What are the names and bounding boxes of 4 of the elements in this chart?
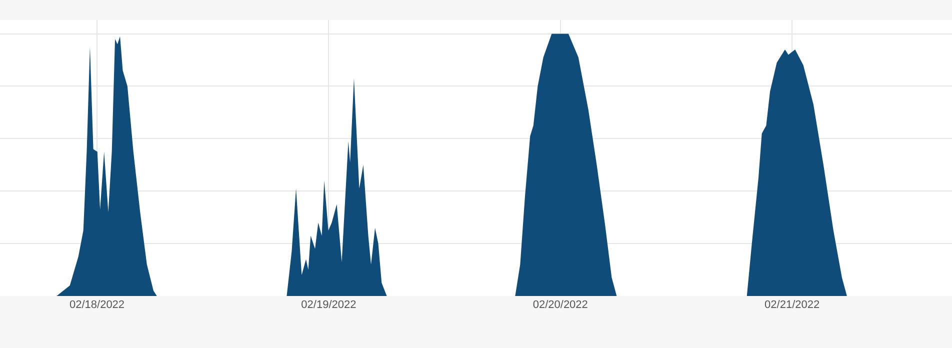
x-tick-label: 02/19/2022 [301,299,356,311]
x-tick-label: 02/21/2022 [764,299,820,311]
x-tick-label: 02/18/2022 [69,299,125,311]
x-tick-label: 02/20/2022 [532,299,588,311]
